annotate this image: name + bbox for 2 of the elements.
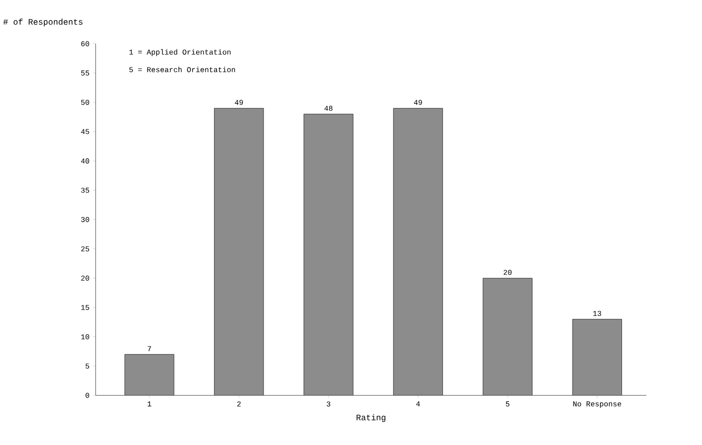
x-axis-title: Rating: [356, 414, 386, 422]
y-axis-title: # of Respondents: [3, 18, 82, 27]
